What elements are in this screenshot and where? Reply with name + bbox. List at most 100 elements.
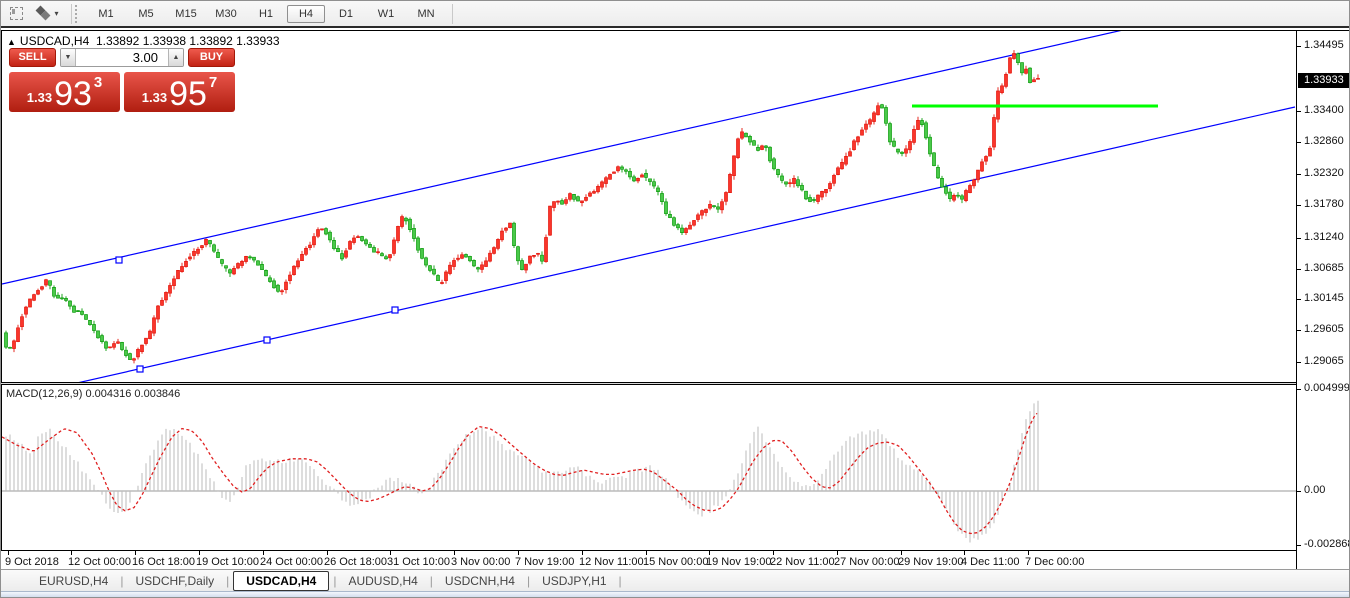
axis-date-label: 22 Nov 11:00 — [770, 556, 835, 568]
upper-channel-line[interactable] — [2, 31, 1295, 285]
tab-separator: | — [429, 573, 433, 588]
timeframe-button-W1[interactable]: W1 — [377, 7, 395, 20]
axis-date-label: 19 Oct 10:00 — [196, 556, 259, 568]
time-axis-tick — [263, 551, 264, 555]
channel-handle[interactable] — [391, 306, 399, 314]
one-click-trading-panel: SELL ▼ 3.00 ▲ BUY 1.33 93 3 1.33 95 7 — [9, 48, 235, 112]
buy-price-pipette: 7 — [208, 74, 218, 91]
time-axis-tick — [709, 551, 710, 555]
axis-date-label: 19 Nov 19:00 — [706, 556, 772, 568]
volume-stepper: ▼ 3.00 ▲ — [60, 48, 184, 67]
toolbar-grip[interactable] — [75, 4, 80, 23]
axis-date-label: 15 Nov 00:00 — [643, 556, 709, 568]
ohlc-low: 1.33892 — [189, 34, 233, 48]
price-axis-tick — [1297, 174, 1301, 175]
channel-handle[interactable] — [136, 365, 144, 373]
timeframe-button-M30[interactable]: M30 — [215, 7, 237, 20]
ohlc-close: 1.33933 — [236, 34, 280, 48]
buy-button[interactable]: BUY — [188, 48, 235, 67]
price-axis-tick — [1297, 330, 1301, 331]
timeframe-button-H4[interactable]: H4 — [287, 4, 325, 23]
chart-tab-EURUSD[interactable]: EURUSD,H4 — [39, 573, 109, 588]
time-axis-tick — [582, 551, 583, 555]
sell-price-button[interactable]: 1.33 93 3 — [9, 72, 120, 112]
axis-date-label: 4 Dec 11:00 — [961, 556, 1020, 568]
axis-date-label: 29 Nov 19:00 — [898, 556, 964, 568]
symbol-period: USDCAD,H4 — [19, 34, 90, 48]
time-axis-tick — [454, 551, 455, 555]
tab-separator: | — [226, 573, 230, 588]
channel-handle[interactable] — [263, 336, 271, 344]
axis-date-label: 16 Oct 18:00 — [132, 556, 195, 568]
time-axis-tick — [1028, 551, 1029, 555]
macd-signal-line — [2, 412, 1038, 535]
price-axis-tick — [1297, 238, 1301, 239]
buy-price-digits: 95 — [169, 75, 207, 114]
selection-box-icon[interactable] — [5, 4, 27, 24]
dropdown-caret-icon[interactable]: ▾ — [54, 9, 59, 18]
timeframe-button-M1[interactable]: M1 — [98, 7, 114, 20]
subwindow-splitter[interactable] — [1, 382, 1296, 385]
axis-price-label: 0.00 — [1304, 484, 1326, 496]
timeframe-button-D1[interactable]: D1 — [338, 7, 354, 20]
tab-separator: | — [526, 573, 531, 588]
chart-tab-AUDUSD[interactable]: AUDUSD,H4 — [348, 573, 418, 588]
lower-channel-line[interactable] — [2, 106, 1296, 382]
axis-date-label: 12 Nov 11:00 — [579, 556, 644, 568]
tab-separator: | — [120, 573, 124, 588]
channel-handle[interactable] — [115, 256, 123, 264]
axis-price-label: 1.31780 — [1304, 198, 1344, 210]
timeframe-button-H1[interactable]: H1 — [258, 7, 274, 20]
volume-field[interactable]: 3.00 — [76, 49, 168, 66]
timeframe-button-M15[interactable]: M15 — [175, 7, 197, 20]
time-axis-tick — [199, 551, 200, 555]
chart-tab-USDCAD[interactable]: USDCAD,H4 — [233, 570, 330, 591]
time-axis[interactable]: 9 Oct 2018 12 Oct 00:00 16 Oct 18:00 19 Oct… — [1, 550, 1296, 570]
toolbar-separator — [452, 3, 453, 24]
chart-tab-USDCNH[interactable]: USDCNH,H4 — [444, 573, 515, 588]
time-axis-tick — [135, 551, 136, 555]
axis-price-label: 1.33400 — [1304, 104, 1344, 116]
axis-price-label: 1.30685 — [1304, 262, 1344, 274]
volume-decrease-icon[interactable]: ▼ — [61, 49, 76, 66]
axis-price-label: 1.30145 — [1304, 292, 1344, 304]
axis-price-label: 0.004999 — [1304, 382, 1350, 394]
buy-price-prefix: 1.33 — [141, 90, 168, 105]
time-axis-tick — [773, 551, 774, 555]
time-axis-tick — [71, 551, 72, 555]
axis-date-label: 12 Oct 00:00 — [68, 556, 131, 568]
price-axis-tick — [1297, 491, 1301, 492]
macd-indicator-label: MACD(12,26,9) 0.004316 0.003846 — [6, 388, 181, 400]
ohlc-high: 1.33938 — [142, 34, 187, 48]
tab-separator: | — [618, 573, 622, 588]
bottom-strip — [1, 591, 1349, 597]
axis-price-label: 1.32860 — [1304, 135, 1344, 147]
volume-increase-icon[interactable]: ▲ — [168, 49, 183, 66]
sell-button[interactable]: SELL — [9, 48, 56, 67]
chart-tab-USDJPY[interactable]: USDJPY,H1 — [542, 573, 607, 588]
timeframe-button-MN[interactable]: MN — [417, 7, 435, 20]
price-axis-tick — [1297, 205, 1301, 206]
chart-tab-bar: EURUSD,H4 | USDCHF,Daily | USDCAD,H4 | AUDUSD,… — [1, 569, 1349, 591]
price-axis[interactable]: 1.33933 1.34495 1.33400 1.32860 1.32320 1.31… — [1296, 31, 1350, 570]
collapse-triangle-icon[interactable]: ▲ — [7, 37, 16, 47]
macd-canvas[interactable] — [1, 385, 1296, 550]
time-axis-tick — [837, 551, 838, 555]
price-axis-tick — [1297, 46, 1301, 47]
chart-tab-USDCHF[interactable]: USDCHF,Daily — [135, 573, 215, 588]
axis-date-label: 3 Nov 00:00 — [451, 556, 511, 568]
double-diamond-arrows-icon[interactable]: ▾ — [31, 4, 65, 24]
current-price-tag: 1.33933 — [1298, 73, 1349, 88]
time-axis-tick — [390, 551, 391, 555]
axis-price-label: 1.29605 — [1304, 323, 1344, 335]
buy-price-button[interactable]: 1.33 95 7 — [124, 72, 235, 112]
time-axis-tick — [964, 551, 965, 555]
time-axis-tick — [8, 551, 9, 555]
arrows-glyph — [36, 5, 51, 21]
timeframe-button-M5[interactable]: M5 — [138, 7, 154, 20]
price-axis-tick — [1297, 299, 1301, 300]
price-axis-tick — [1297, 362, 1301, 363]
axis-date-label: 9 Oct 2018 — [5, 556, 59, 568]
bull-candle-bodies — [12, 53, 1040, 361]
